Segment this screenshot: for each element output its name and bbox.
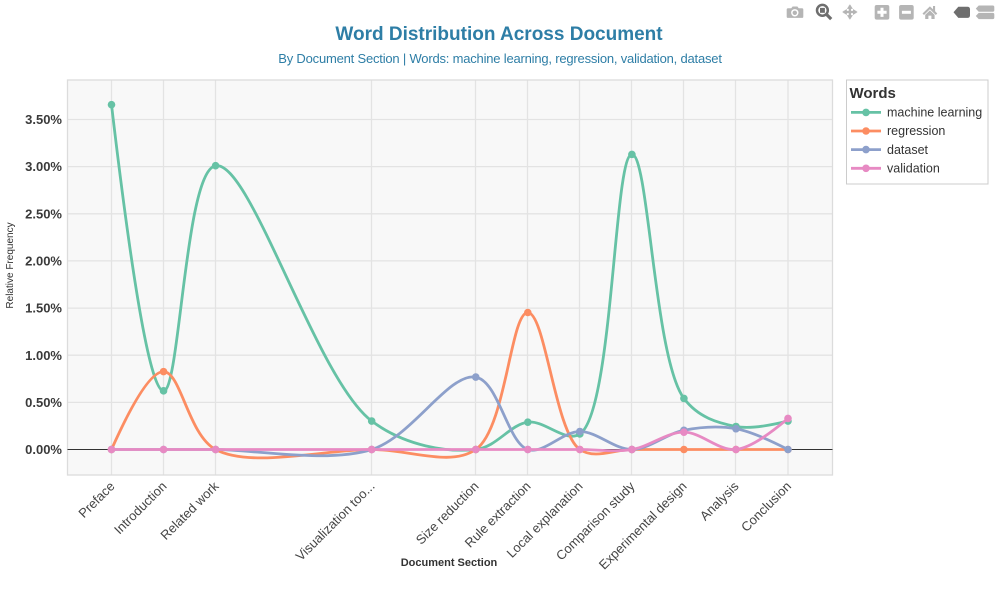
svg-text:validation: validation (887, 162, 940, 176)
svg-text:2.50%: 2.50% (25, 206, 62, 221)
svg-text:Document Section: Document Section (401, 557, 498, 569)
svg-text:1.00%: 1.00% (25, 348, 62, 363)
svg-text:By Document Section | Words: m: By Document Section | Words: machine lea… (278, 51, 722, 66)
svg-text:Word Distribution Across Docum: Word Distribution Across Document (335, 24, 663, 45)
svg-text:Relative Frequency: Relative Frequency (5, 222, 16, 308)
svg-text:machine learning: machine learning (887, 106, 982, 120)
svg-text:1.50%: 1.50% (25, 301, 62, 316)
svg-text:3.00%: 3.00% (25, 159, 62, 174)
svg-text:3.50%: 3.50% (25, 112, 62, 127)
svg-text:2.00%: 2.00% (25, 254, 62, 269)
svg-text:0.50%: 0.50% (25, 395, 62, 410)
svg-text:0.00%: 0.00% (25, 442, 62, 457)
svg-text:Words: Words (850, 85, 896, 102)
svg-text:dataset: dataset (887, 143, 929, 157)
svg-text:regression: regression (887, 124, 945, 138)
